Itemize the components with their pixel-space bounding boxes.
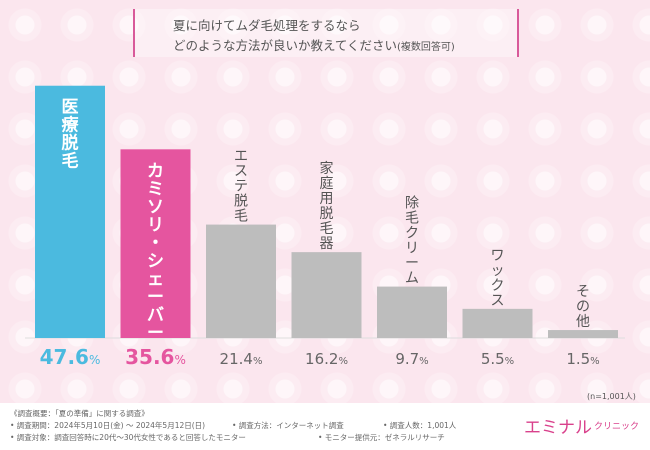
category-label-6: ワックス [491,248,505,309]
bar-5 [377,286,447,338]
value-label-2: 35.6% [125,345,186,369]
footer-method: • 調査方法：インターネット調査 [232,421,344,430]
footer-count: • 調査人数：1,001人 [383,421,457,430]
bar-chart: 医療脱毛 47.6% カミソリ・シェーバー 35.6% エステ脱毛 21.4% 家庭用脱毛器… [25,85,625,369]
category-label-7: その他 [576,284,590,330]
bar-7 [548,330,618,338]
bar-1 [35,85,105,338]
footer-overview: 《調査概要：「夏の準備」に関する調査》 [10,409,149,418]
category-label-2: カミソリ・シェーバー [147,161,164,343]
brand-logo-subtext: クリニック [594,422,640,432]
value-label-1: 47.6% [40,345,101,369]
bar-3 [206,224,276,338]
title-box: 夏に向けてムダ毛処理をするなら どのような方法が良いか教えてください(複数回答可… [133,9,519,57]
bar-2 [120,149,191,338]
footer-period: • 調査期間：2024年5月10日(金) 〜 2024年5月12日(日) [10,421,206,430]
sample-size-note: (n=1,001人) [587,392,636,401]
survey-footer: 《調査概要：「夏の準備」に関する調査》 • 調査期間：2024年5月10日(金)… [0,403,650,450]
chart-title-line-2-main: どのような方法が良いか教えてください [173,38,398,53]
category-label-3: エステ脱毛 [234,149,248,225]
bar-6 [462,308,533,338]
category-label-4: 家庭用脱毛器 [320,160,334,252]
footer-provider: • モニター提供元：ゼネラルリサーチ [318,433,445,442]
category-label-1: 医療脱毛 [62,98,80,172]
value-label-7: 1.5% [566,350,599,368]
value-label-5: 9.7% [395,350,428,368]
brand-logo-text: エミナル [524,418,592,438]
chart-title-note: (複数回答可) [397,42,455,53]
category-label-5: 除毛クリーム [405,196,419,287]
footer-target: • 調査対象：調査回答時に20代〜30代女性であると回答したモニター [10,433,246,442]
value-label-6: 5.5% [481,350,514,368]
chart-title-line-1: 夏に向けてムダ毛処理をするなら [173,18,361,33]
bar-4 [291,252,362,338]
value-label-4: 16.2% [305,350,348,368]
chart-title-line-2: どのような方法が良いか教えてください(複数回答可) [173,35,455,54]
value-label-3: 21.4% [220,350,263,368]
